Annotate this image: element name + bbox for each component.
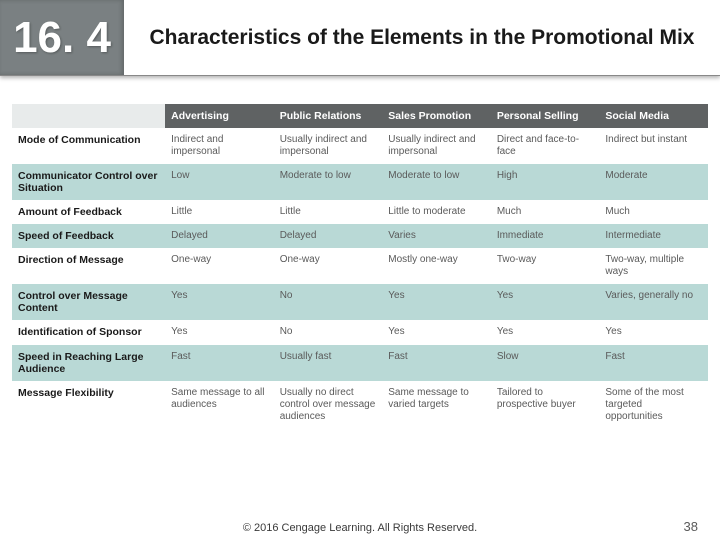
cell: Yes <box>491 320 600 344</box>
column-header: Public Relations <box>274 104 383 128</box>
cell: Varies, generally no <box>599 284 708 320</box>
cell: Yes <box>165 320 274 344</box>
cell: Two-way, multiple ways <box>599 248 708 284</box>
promotional-mix-table: AdvertisingPublic RelationsSales Promoti… <box>12 104 708 429</box>
table-row: Communicator Control over SituationLowMo… <box>12 164 708 200</box>
cell: Two-way <box>491 248 600 284</box>
cell: Yes <box>491 284 600 320</box>
cell: Yes <box>165 284 274 320</box>
column-header: Advertising <box>165 104 274 128</box>
cell: Usually indirect and impersonal <box>274 128 383 164</box>
cell: One-way <box>274 248 383 284</box>
cell: Little to moderate <box>382 200 491 224</box>
cell: Yes <box>382 320 491 344</box>
column-header: Sales Promotion <box>382 104 491 128</box>
cell: Usually indirect and impersonal <box>382 128 491 164</box>
table-row: Control over Message ContentYesNoYesYesV… <box>12 284 708 320</box>
cell: Delayed <box>165 224 274 248</box>
cell: Varies <box>382 224 491 248</box>
row-label: Communicator Control over Situation <box>12 164 165 200</box>
row-label: Speed in Reaching Large Audience <box>12 345 165 381</box>
column-header: Personal Selling <box>491 104 600 128</box>
column-header-rowlabel <box>12 104 165 128</box>
cell: Moderate to low <box>382 164 491 200</box>
table-row: Identification of SponsorYesNoYesYesYes <box>12 320 708 344</box>
cell: Fast <box>165 345 274 381</box>
cell: No <box>274 284 383 320</box>
cell: Slow <box>491 345 600 381</box>
cell: Indirect and impersonal <box>165 128 274 164</box>
cell: Immediate <box>491 224 600 248</box>
cell: Same message to varied targets <box>382 381 491 429</box>
cell: Fast <box>382 345 491 381</box>
row-label: Amount of Feedback <box>12 200 165 224</box>
table-container: AdvertisingPublic RelationsSales Promoti… <box>0 76 720 439</box>
cell: Same message to all audiences <box>165 381 274 429</box>
cell: Tailored to prospective buyer <box>491 381 600 429</box>
table-row: Mode of CommunicationIndirect and impers… <box>12 128 708 164</box>
cell: Low <box>165 164 274 200</box>
cell: Yes <box>599 320 708 344</box>
row-label: Direction of Message <box>12 248 165 284</box>
table-row: Amount of FeedbackLittleLittleLittle to … <box>12 200 708 224</box>
page-number: 38 <box>684 519 698 534</box>
table-body: Mode of CommunicationIndirect and impers… <box>12 128 708 429</box>
row-label: Control over Message Content <box>12 284 165 320</box>
table-header: AdvertisingPublic RelationsSales Promoti… <box>12 104 708 128</box>
row-label: Mode of Communication <box>12 128 165 164</box>
row-label: Speed of Feedback <box>12 224 165 248</box>
cell: Direct and face-to-face <box>491 128 600 164</box>
cell: One-way <box>165 248 274 284</box>
cell: Delayed <box>274 224 383 248</box>
table-row: Speed of FeedbackDelayedDelayedVariesImm… <box>12 224 708 248</box>
cell: Usually fast <box>274 345 383 381</box>
cell: Usually no direct control over message a… <box>274 381 383 429</box>
cell: Yes <box>382 284 491 320</box>
cell: Little <box>274 200 383 224</box>
slide-header: 16. 4 Characteristics of the Elements in… <box>0 0 720 76</box>
row-label: Identification of Sponsor <box>12 320 165 344</box>
cell: Fast <box>599 345 708 381</box>
cell: No <box>274 320 383 344</box>
cell: Little <box>165 200 274 224</box>
cell: Moderate to low <box>274 164 383 200</box>
cell: Mostly one-way <box>382 248 491 284</box>
cell: Indirect but instant <box>599 128 708 164</box>
cell: Intermediate <box>599 224 708 248</box>
cell: Much <box>599 200 708 224</box>
copyright-footer: © 2016 Cengage Learning. All Rights Rese… <box>0 522 720 534</box>
cell: Moderate <box>599 164 708 200</box>
table-row: Direction of MessageOne-wayOne-wayMostly… <box>12 248 708 284</box>
section-number: 16. 4 <box>0 0 124 75</box>
cell: High <box>491 164 600 200</box>
slide-title: Characteristics of the Elements in the P… <box>124 0 720 75</box>
row-label: Message Flexibility <box>12 381 165 429</box>
cell: Much <box>491 200 600 224</box>
cell: Some of the most targeted opportunities <box>599 381 708 429</box>
table-row: Speed in Reaching Large AudienceFastUsua… <box>12 345 708 381</box>
table-row: Message FlexibilitySame message to all a… <box>12 381 708 429</box>
column-header: Social Media <box>599 104 708 128</box>
